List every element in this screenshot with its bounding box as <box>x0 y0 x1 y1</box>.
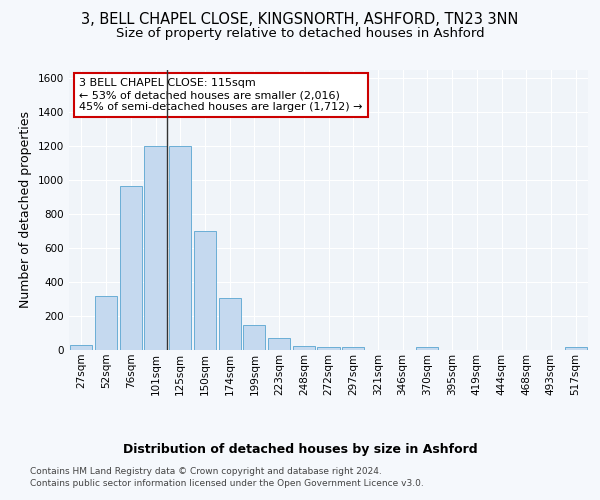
Text: 3 BELL CHAPEL CLOSE: 115sqm
← 53% of detached houses are smaller (2,016)
45% of : 3 BELL CHAPEL CLOSE: 115sqm ← 53% of det… <box>79 78 363 112</box>
Text: Contains public sector information licensed under the Open Government Licence v3: Contains public sector information licen… <box>30 479 424 488</box>
Bar <box>70 345 92 350</box>
Bar <box>565 348 587 350</box>
Bar <box>416 348 439 350</box>
Text: Distribution of detached houses by size in Ashford: Distribution of detached houses by size … <box>122 442 478 456</box>
Bar <box>317 346 340 350</box>
Y-axis label: Number of detached properties: Number of detached properties <box>19 112 32 308</box>
Text: Contains HM Land Registry data © Crown copyright and database right 2024.: Contains HM Land Registry data © Crown c… <box>30 468 382 476</box>
Bar <box>119 186 142 350</box>
Bar <box>145 146 167 350</box>
Bar <box>194 231 216 350</box>
Bar <box>218 298 241 350</box>
Bar <box>293 346 315 350</box>
Bar <box>268 338 290 350</box>
Bar <box>95 296 117 350</box>
Bar <box>342 346 364 350</box>
Text: Size of property relative to detached houses in Ashford: Size of property relative to detached ho… <box>116 28 484 40</box>
Bar <box>169 146 191 350</box>
Text: 3, BELL CHAPEL CLOSE, KINGSNORTH, ASHFORD, TN23 3NN: 3, BELL CHAPEL CLOSE, KINGSNORTH, ASHFOR… <box>82 12 518 28</box>
Bar <box>243 324 265 350</box>
